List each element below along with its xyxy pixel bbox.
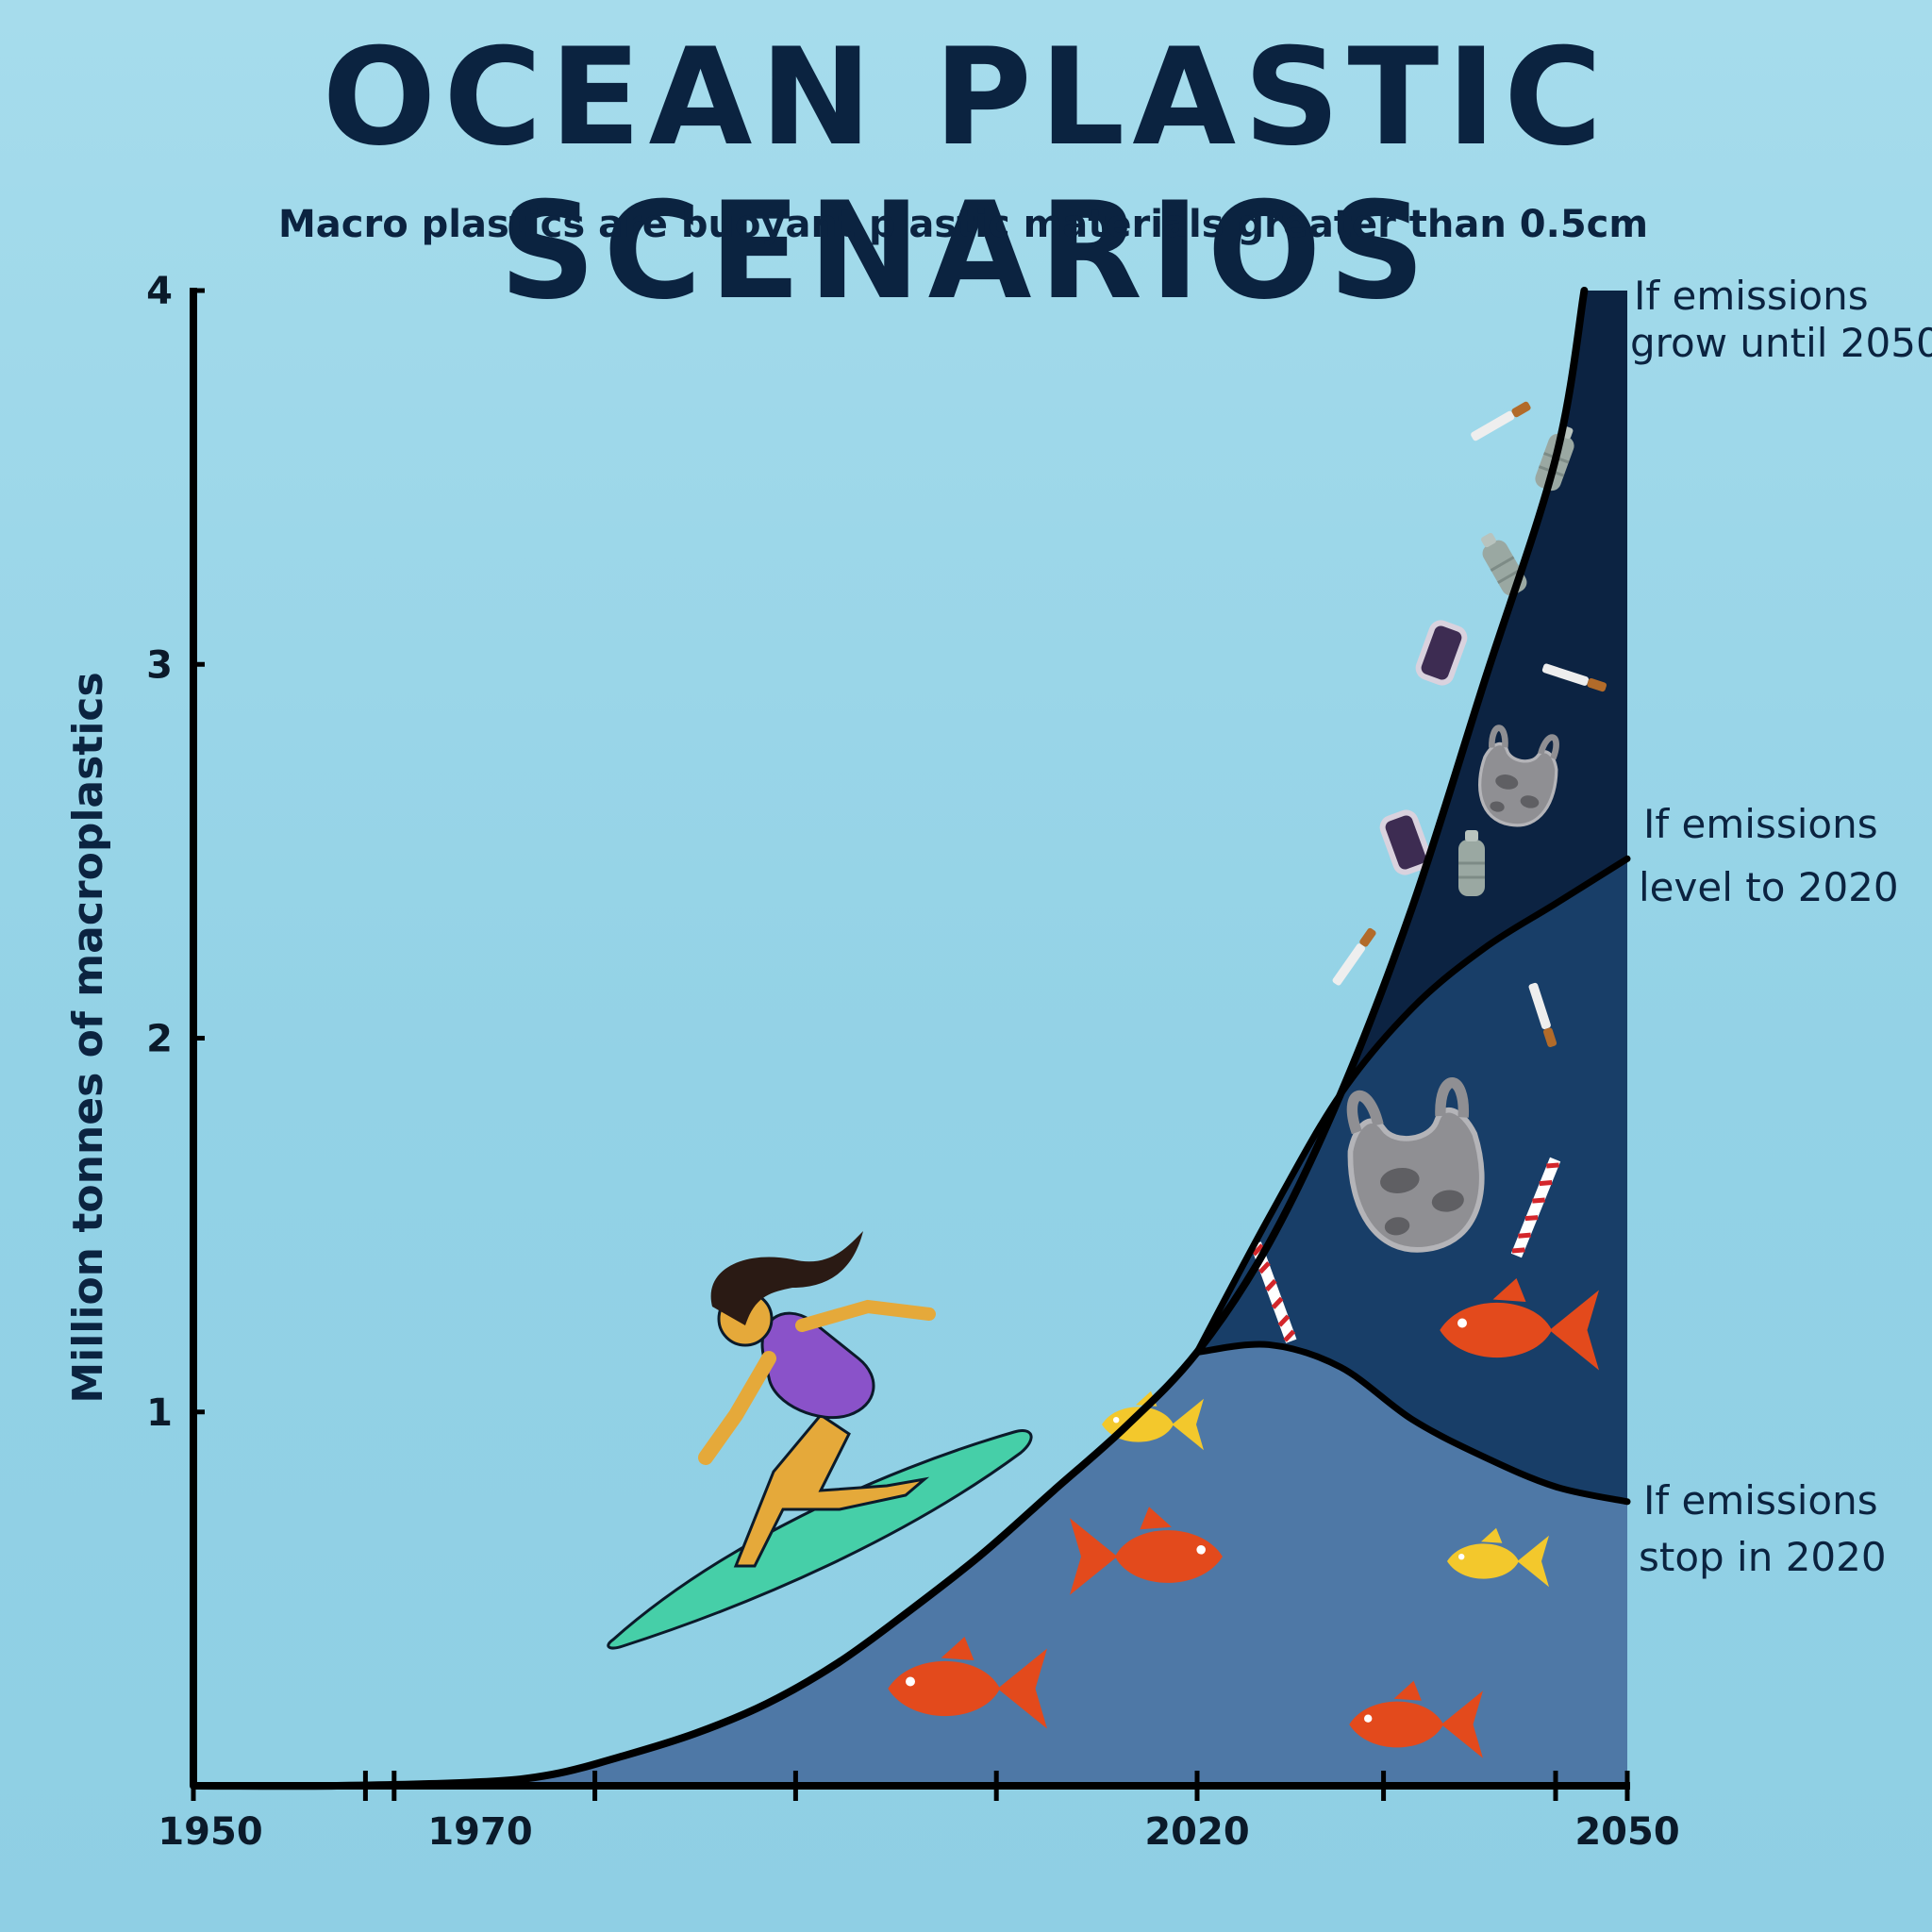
label-level-line2: level to 2020 (1639, 864, 1899, 910)
label-stop-line2: stop in 2020 (1639, 1534, 1887, 1580)
line-level-to-2020 (1193, 855, 1631, 1356)
y-axis-ticks: 1 2 3 4 (146, 270, 205, 1435)
y-tick-label: 4 (146, 270, 173, 313)
x-tick-label: 2050 (1574, 1810, 1679, 1854)
x-tick-label: 2020 (1144, 1810, 1249, 1854)
surfer-illustration (607, 1231, 1033, 1650)
x-axis-ticks: 1950 1970 2020 2050 (158, 1771, 1680, 1854)
chart-subtitle: Macro plastics are buoyant plastic mater… (278, 203, 1649, 246)
y-tick-label: 2 (146, 1018, 173, 1061)
label-grow-line2: grow until 2050 (1630, 320, 1932, 366)
x-tick-label: 1950 (158, 1810, 262, 1854)
y-tick-label: 1 (146, 1391, 173, 1435)
line-stop-in-2020 (1193, 1341, 1631, 1506)
area-stop-in-2020 (193, 1343, 1627, 1787)
chart-title: OCEAN PLASTIC SCENARIOS (322, 20, 1610, 330)
surfboard-icon (607, 1429, 1033, 1650)
x-tick-label: 1970 (427, 1810, 532, 1854)
label-grow-line1: If emissions (1634, 273, 1869, 319)
label-stop-line1: If emissions (1643, 1477, 1878, 1524)
cup-icon (1416, 621, 1467, 686)
y-axis-label: Million tonnes of macroplastics (64, 672, 112, 1403)
label-level-line1: If emissions (1643, 801, 1878, 847)
cigarette-icon (1470, 400, 1532, 442)
line-grow-until-2050 (190, 287, 1589, 1790)
cigarette-icon (1331, 926, 1377, 987)
y-tick-label: 3 (146, 643, 173, 687)
